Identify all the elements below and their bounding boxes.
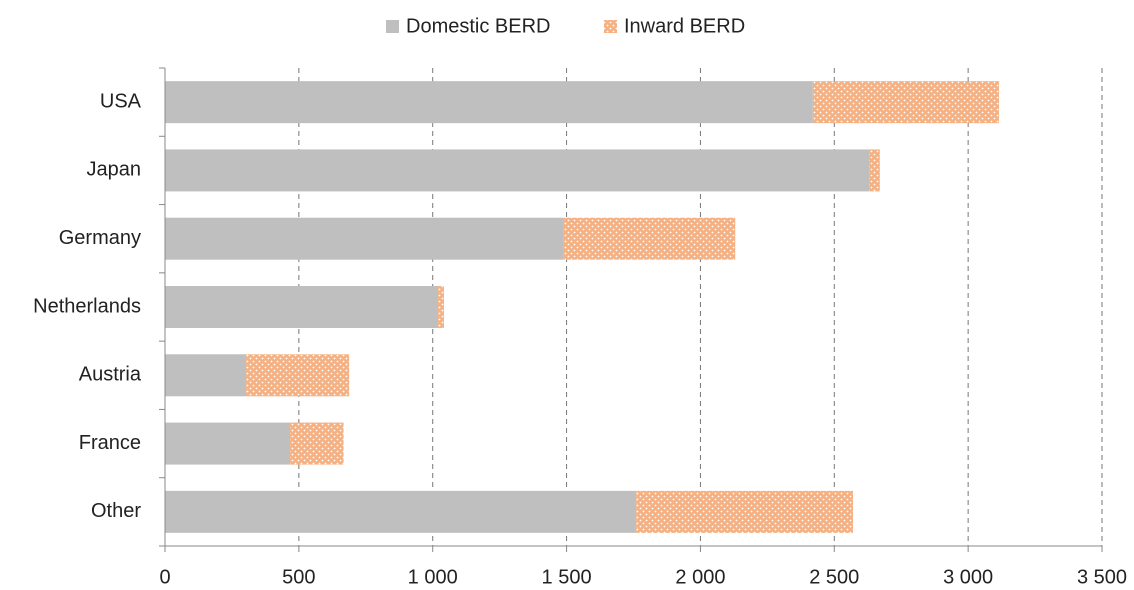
y-tick-label: Other: [91, 500, 141, 522]
y-tick-label: Japan: [87, 159, 142, 181]
bar: [165, 149, 870, 192]
bar: [246, 354, 350, 397]
y-tick-label: France: [79, 432, 141, 454]
bar: [869, 149, 880, 192]
x-tick-label: 2 000: [675, 566, 725, 588]
x-tick-label: 0: [159, 566, 170, 588]
bar: [165, 217, 564, 260]
bar: [290, 422, 344, 465]
legend-label: Domestic BERD: [406, 15, 550, 37]
bar: [165, 422, 291, 465]
x-tick-label: 2 500: [809, 566, 859, 588]
bar: [165, 286, 439, 328]
legend-swatch: [386, 20, 399, 33]
y-tick-label: Austria: [79, 364, 142, 386]
bar: [165, 490, 637, 533]
legend-label: Inward BERD: [624, 15, 745, 37]
x-tick-label: 500: [282, 566, 315, 588]
x-tick-label: 1 500: [542, 566, 592, 588]
y-tick-label: USA: [100, 90, 142, 112]
y-tick-label: Germany: [59, 227, 141, 249]
x-tick-label: 3 500: [1077, 566, 1127, 588]
y-tick-label: Netherlands: [33, 295, 141, 317]
bar: [636, 490, 854, 533]
bar: [165, 81, 813, 124]
bar: [438, 286, 444, 328]
legend-swatch: [604, 20, 617, 33]
x-tick-label: 1 000: [408, 566, 458, 588]
bar: [165, 354, 247, 397]
bar: [812, 81, 999, 124]
x-tick-label: 3 000: [943, 566, 993, 588]
bar: [563, 217, 736, 260]
